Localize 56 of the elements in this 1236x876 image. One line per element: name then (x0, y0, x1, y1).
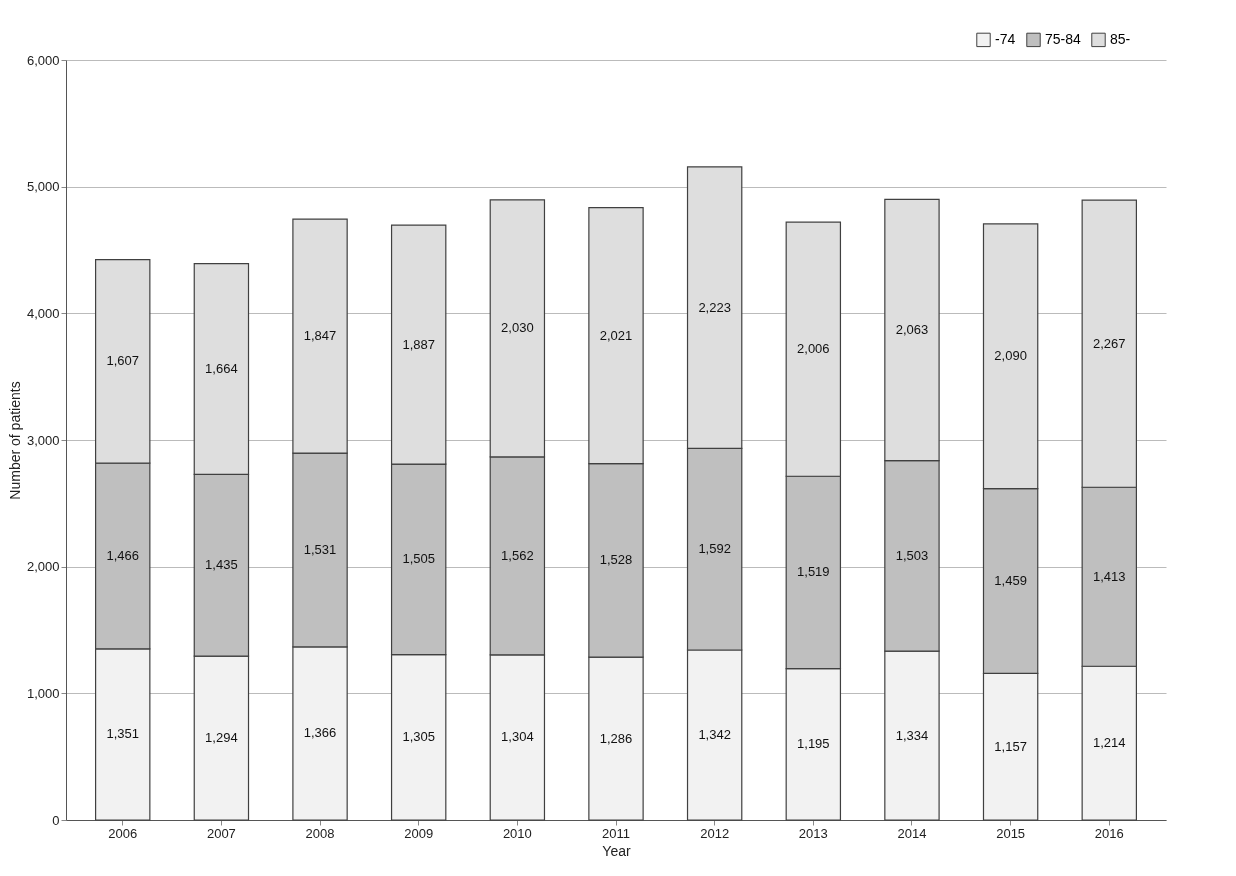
data-label: 1,342 (698, 727, 731, 743)
data-label: 2,223 (698, 299, 731, 315)
data-label: 1,435 (205, 557, 238, 573)
x-tick-label: 2010 (502, 825, 532, 841)
data-label: 1,607 (106, 353, 139, 369)
y-axis-title: Number of patients (6, 381, 23, 500)
y-tick-label: 4,000 (26, 305, 60, 321)
data-label: 1,286 (599, 730, 633, 746)
data-label: 1,664 (205, 360, 238, 376)
y-tick-label: 3,000 (26, 432, 60, 448)
x-tick-label: 2014 (897, 825, 927, 841)
y-tick-label: 5,000 (26, 179, 60, 195)
legend-label: -74 (995, 30, 1016, 47)
x-tick-label: 2009 (404, 825, 434, 841)
data-label: 2,021 (599, 327, 633, 343)
data-label: 1,195 (797, 736, 830, 752)
data-label: 1,157 (994, 738, 1027, 754)
data-label: 1,887 (402, 336, 435, 352)
data-label: 1,304 (501, 729, 534, 745)
data-label: 1,459 (994, 573, 1027, 589)
data-label: 1,528 (599, 552, 633, 568)
legend-label: 75-84 (1045, 30, 1082, 47)
data-label: 1,466 (106, 548, 139, 564)
data-label: 2,267 (1093, 335, 1126, 351)
x-tick-label: 2016 (1094, 825, 1124, 841)
data-label: 1,531 (303, 542, 337, 558)
y-tick-label: 6,000 (26, 52, 60, 68)
data-label: 2,063 (895, 321, 929, 337)
x-tick-label: 2015 (996, 825, 1026, 841)
data-label: 1,214 (1093, 735, 1126, 751)
data-label: 1,519 (797, 564, 830, 580)
data-label: 1,305 (402, 729, 435, 745)
data-label: 1,505 (402, 551, 435, 567)
data-label: 2,090 (994, 348, 1027, 364)
y-tick-label: 0 (52, 812, 60, 828)
x-axis-title: Year (602, 842, 631, 859)
data-label: 2,030 (501, 320, 534, 336)
data-label: 1,592 (698, 541, 731, 557)
x-tick-label: 2011 (602, 825, 630, 841)
data-label: 1,294 (205, 730, 238, 746)
x-tick-label: 2013 (798, 825, 828, 841)
legend-label: 85- (1110, 30, 1131, 47)
data-label: 1,503 (895, 547, 929, 563)
data-label: 2,006 (797, 341, 830, 357)
data-label: 1,413 (1093, 568, 1126, 584)
data-label: 1,847 (303, 328, 337, 344)
x-tick-label: 2012 (700, 825, 730, 841)
x-tick-label: 2008 (305, 825, 335, 841)
x-tick-label: 2006 (108, 825, 138, 841)
data-label: 1,351 (106, 726, 139, 742)
data-label: 1,366 (303, 725, 337, 741)
x-tick-label: 2007 (206, 825, 236, 841)
data-label: 1,562 (501, 547, 534, 563)
y-tick-label: 2,000 (26, 559, 60, 575)
data-label: 1,334 (895, 727, 929, 743)
y-tick-label: 1,000 (26, 685, 60, 701)
